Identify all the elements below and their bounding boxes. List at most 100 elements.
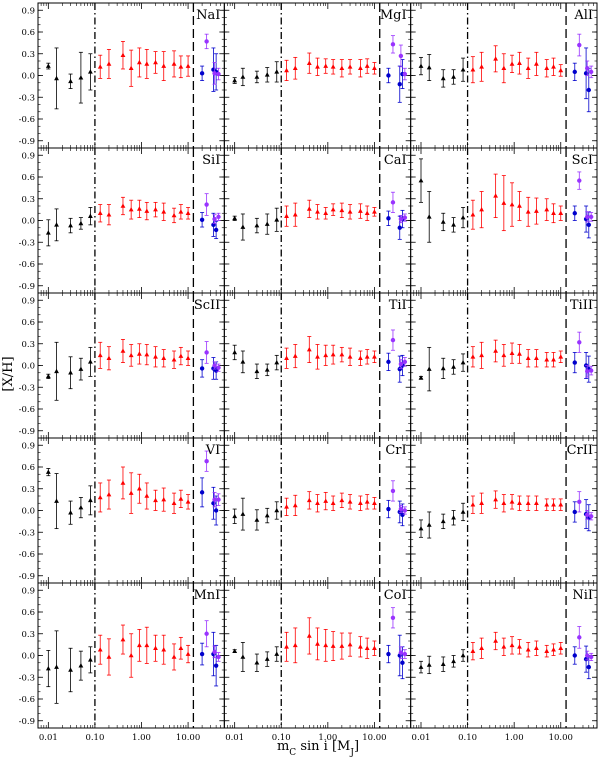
data-point xyxy=(128,352,134,358)
data-point xyxy=(120,348,126,353)
data-point xyxy=(386,359,391,365)
data-point xyxy=(357,644,363,649)
data-point xyxy=(128,490,134,495)
data-point xyxy=(386,651,391,657)
data-point xyxy=(232,77,238,83)
data-point xyxy=(185,355,191,361)
data-point xyxy=(509,350,515,355)
element-label: CaI xyxy=(384,153,407,168)
data-point xyxy=(97,494,103,500)
data-point xyxy=(45,230,51,235)
y-tick-label: 0.9 xyxy=(21,151,35,161)
data-point xyxy=(213,663,219,668)
data-point xyxy=(525,65,531,71)
data-point xyxy=(558,502,564,507)
y-tick-label: 0.3 xyxy=(21,50,35,60)
panel-nai: 0.9 0.6 0.3 0.0 -0.3 -0.6 -0.9 NaI xyxy=(19,2,225,149)
data-point xyxy=(88,657,93,662)
data-point xyxy=(517,203,522,208)
data-point xyxy=(171,654,177,659)
y-tick-label: 0.3 xyxy=(21,340,35,350)
data-point xyxy=(97,352,103,358)
data-point xyxy=(254,74,260,79)
data-point xyxy=(264,656,270,661)
data-point xyxy=(88,497,93,503)
element-label: NiI xyxy=(572,588,593,603)
data-point xyxy=(199,651,205,657)
data-point xyxy=(136,486,142,491)
data-point xyxy=(292,502,298,508)
panel-sii: 0.9 0.6 0.3 0.0 -0.3 -0.6 -0.9 SiI xyxy=(19,147,225,294)
panel-frame xyxy=(223,147,412,294)
data-point xyxy=(470,354,476,359)
element-label: TiI xyxy=(389,298,407,313)
data-point xyxy=(161,497,167,502)
data-point xyxy=(585,214,590,220)
data-point xyxy=(161,209,167,214)
data-point xyxy=(153,207,158,212)
x-axis-label-subscript: J xyxy=(349,748,354,758)
data-point xyxy=(330,352,336,357)
element-label: NaI xyxy=(196,8,220,23)
data-point xyxy=(136,642,142,648)
y-tick-label: -0.3 xyxy=(19,673,35,683)
element-label: CrII xyxy=(567,443,593,458)
y-tick-label: 0.0 xyxy=(21,72,35,82)
data-point xyxy=(78,366,84,371)
x-axis-label-part: sin i [M xyxy=(296,739,350,754)
element-label: ScI xyxy=(572,153,593,168)
data-point xyxy=(402,651,408,657)
data-point xyxy=(212,71,217,76)
data-point xyxy=(493,56,499,61)
element-label: CrI xyxy=(385,443,406,458)
data-point xyxy=(68,222,73,228)
data-point xyxy=(347,642,353,647)
data-point xyxy=(97,64,103,69)
data-point xyxy=(398,506,404,512)
data-point xyxy=(240,359,246,364)
data-point xyxy=(292,65,298,71)
data-point xyxy=(144,208,150,213)
data-point xyxy=(364,63,370,68)
data-point xyxy=(585,66,590,71)
data-point xyxy=(78,663,84,668)
panel-tii: TiI xyxy=(223,292,412,439)
y-tick-label: -0.6 xyxy=(19,405,35,415)
data-point xyxy=(588,514,594,519)
y-tick-label: 0.6 xyxy=(21,173,35,183)
x-tick-label: 10.00 xyxy=(362,733,386,743)
data-point xyxy=(330,500,336,506)
data-point xyxy=(185,499,191,504)
data-point xyxy=(339,497,345,503)
data-point xyxy=(364,645,370,651)
data-point xyxy=(357,65,363,71)
data-point xyxy=(213,508,219,513)
data-point xyxy=(216,654,221,660)
data-point xyxy=(171,212,177,218)
data-point xyxy=(54,368,59,374)
data-point xyxy=(577,340,582,345)
x-tick-label: 0.10 xyxy=(85,733,104,743)
element-label: VI xyxy=(205,443,221,458)
data-point xyxy=(390,200,396,205)
y-tick-label: 0.3 xyxy=(21,485,35,495)
y-tick-label: -0.6 xyxy=(19,550,35,560)
data-point xyxy=(232,648,238,653)
y-tick-label: 0.6 xyxy=(21,463,35,473)
data-point xyxy=(153,497,158,503)
data-point xyxy=(451,74,456,79)
data-point xyxy=(577,42,582,48)
data-point xyxy=(254,222,260,228)
data-point xyxy=(460,360,466,365)
data-point xyxy=(106,654,112,659)
data-point xyxy=(357,355,363,361)
x-axis-label-part: ] xyxy=(354,739,359,754)
data-point xyxy=(418,63,424,68)
panel-vi: 0.9 0.6 0.3 0.0 -0.3 -0.6 -0.9 VI xyxy=(19,437,225,584)
data-point xyxy=(586,87,591,93)
x-tick-label: 0.10 xyxy=(272,733,291,743)
data-point xyxy=(240,74,246,79)
element-label: SiI xyxy=(202,153,220,168)
data-point xyxy=(171,500,177,506)
